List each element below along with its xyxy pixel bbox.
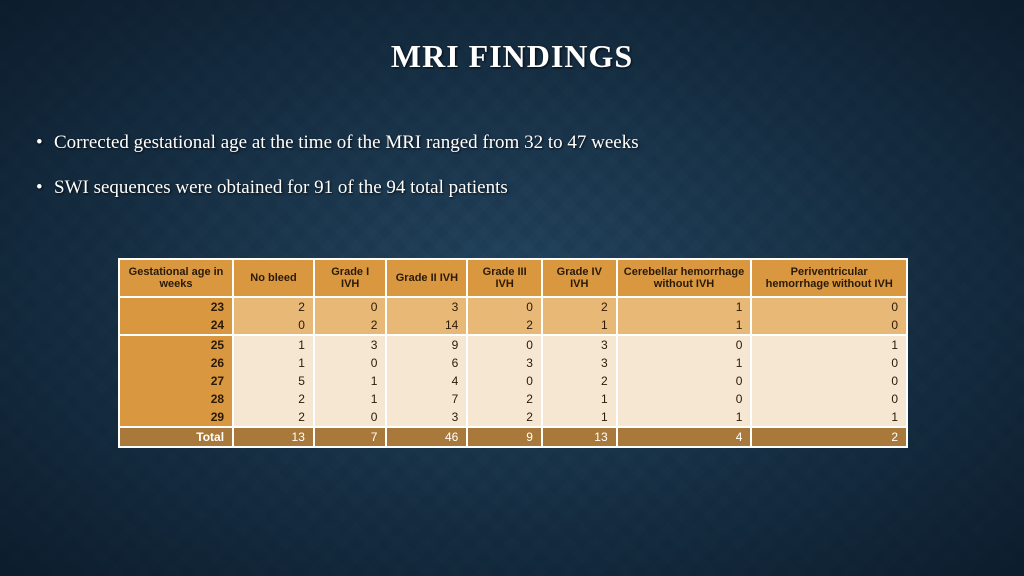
table-cell: 0 bbox=[617, 390, 752, 408]
table-cell: 4 bbox=[386, 372, 467, 390]
row-label: 28 bbox=[119, 390, 233, 408]
table-cell: 0 bbox=[467, 335, 542, 354]
table-cell: 1 bbox=[233, 335, 314, 354]
table-cell: 6 bbox=[386, 354, 467, 372]
col-header: No bleed bbox=[233, 259, 314, 297]
table-cell: 1 bbox=[617, 408, 752, 427]
col-header: Gestational age in weeks bbox=[119, 259, 233, 297]
table-cell: 3 bbox=[314, 335, 387, 354]
table-cell: 0 bbox=[467, 297, 542, 316]
table-cell: 3 bbox=[542, 354, 617, 372]
table-row: 275140200 bbox=[119, 372, 907, 390]
table-cell: 0 bbox=[617, 372, 752, 390]
table-row: 292032111 bbox=[119, 408, 907, 427]
table-cell: 1 bbox=[542, 316, 617, 335]
table-cell: 2 bbox=[233, 297, 314, 316]
table-cell: 14 bbox=[386, 316, 467, 335]
row-label: 29 bbox=[119, 408, 233, 427]
col-header: Grade II IVH bbox=[386, 259, 467, 297]
table-row: 261063310 bbox=[119, 354, 907, 372]
table-cell: 1 bbox=[617, 316, 752, 335]
table-cell: 2 bbox=[314, 316, 387, 335]
table-cell: 3 bbox=[386, 297, 467, 316]
table-cell: 0 bbox=[751, 390, 907, 408]
table-cell: 7 bbox=[314, 427, 387, 447]
row-label: 26 bbox=[119, 354, 233, 372]
table-cell: 1 bbox=[314, 390, 387, 408]
table-cell: 3 bbox=[386, 408, 467, 427]
col-header: Periventricular hemorrhage without IVH bbox=[751, 259, 907, 297]
bullet-list: Corrected gestational age at the time of… bbox=[36, 130, 988, 219]
table-row: 2402142110 bbox=[119, 316, 907, 335]
row-label: 23 bbox=[119, 297, 233, 316]
table-cell: 2 bbox=[233, 390, 314, 408]
col-header: Grade III IVH bbox=[467, 259, 542, 297]
col-header: Cerebellar hemorrhage without IVH bbox=[617, 259, 752, 297]
table-cell: 0 bbox=[233, 316, 314, 335]
table-cell: 1 bbox=[751, 408, 907, 427]
table-cell: 0 bbox=[314, 408, 387, 427]
table-cell: 1 bbox=[314, 372, 387, 390]
table-cell: 7 bbox=[386, 390, 467, 408]
table-cell: 0 bbox=[751, 354, 907, 372]
table-cell: 0 bbox=[751, 297, 907, 316]
table-cell: 2 bbox=[467, 316, 542, 335]
table-cell: 0 bbox=[314, 297, 387, 316]
table-cell: 2 bbox=[542, 297, 617, 316]
table-row: 232030210 bbox=[119, 297, 907, 316]
table-row: 282172100 bbox=[119, 390, 907, 408]
table-cell: 2 bbox=[542, 372, 617, 390]
table-row: 251390301 bbox=[119, 335, 907, 354]
table-cell: 2 bbox=[467, 408, 542, 427]
table-cell: 1 bbox=[751, 335, 907, 354]
bullet-item: Corrected gestational age at the time of… bbox=[36, 130, 988, 157]
table-cell: 3 bbox=[467, 354, 542, 372]
col-header: Grade I IVH bbox=[314, 259, 387, 297]
table-cell: 0 bbox=[751, 372, 907, 390]
table-cell: 5 bbox=[233, 372, 314, 390]
table-cell: 46 bbox=[386, 427, 467, 447]
table-cell: 13 bbox=[542, 427, 617, 447]
findings-table: Gestational age in weeks No bleed Grade … bbox=[118, 258, 908, 448]
findings-table-wrap: Gestational age in weeks No bleed Grade … bbox=[118, 258, 908, 448]
bullet-item: SWI sequences were obtained for 91 of th… bbox=[36, 175, 988, 202]
table-cell: 2 bbox=[751, 427, 907, 447]
row-label: 25 bbox=[119, 335, 233, 354]
table-cell: 3 bbox=[542, 335, 617, 354]
table-total-row: Total1374691342 bbox=[119, 427, 907, 447]
table-cell: 2 bbox=[467, 390, 542, 408]
table-cell: 1 bbox=[542, 408, 617, 427]
row-label: Total bbox=[119, 427, 233, 447]
table-cell: 1 bbox=[617, 354, 752, 372]
table-cell: 1 bbox=[233, 354, 314, 372]
col-header: Grade IV IVH bbox=[542, 259, 617, 297]
table-body: 2320302102402142110251390301261063310275… bbox=[119, 297, 907, 447]
table-cell: 9 bbox=[467, 427, 542, 447]
table-cell: 13 bbox=[233, 427, 314, 447]
table-cell: 0 bbox=[751, 316, 907, 335]
table-cell: 2 bbox=[233, 408, 314, 427]
page-title: MRI FINDINGS bbox=[0, 38, 1024, 75]
row-label: 27 bbox=[119, 372, 233, 390]
table-cell: 1 bbox=[617, 297, 752, 316]
table-cell: 0 bbox=[617, 335, 752, 354]
table-header-row: Gestational age in weeks No bleed Grade … bbox=[119, 259, 907, 297]
table-cell: 4 bbox=[617, 427, 752, 447]
table-cell: 0 bbox=[467, 372, 542, 390]
table-cell: 9 bbox=[386, 335, 467, 354]
table-cell: 0 bbox=[314, 354, 387, 372]
table-cell: 1 bbox=[542, 390, 617, 408]
row-label: 24 bbox=[119, 316, 233, 335]
